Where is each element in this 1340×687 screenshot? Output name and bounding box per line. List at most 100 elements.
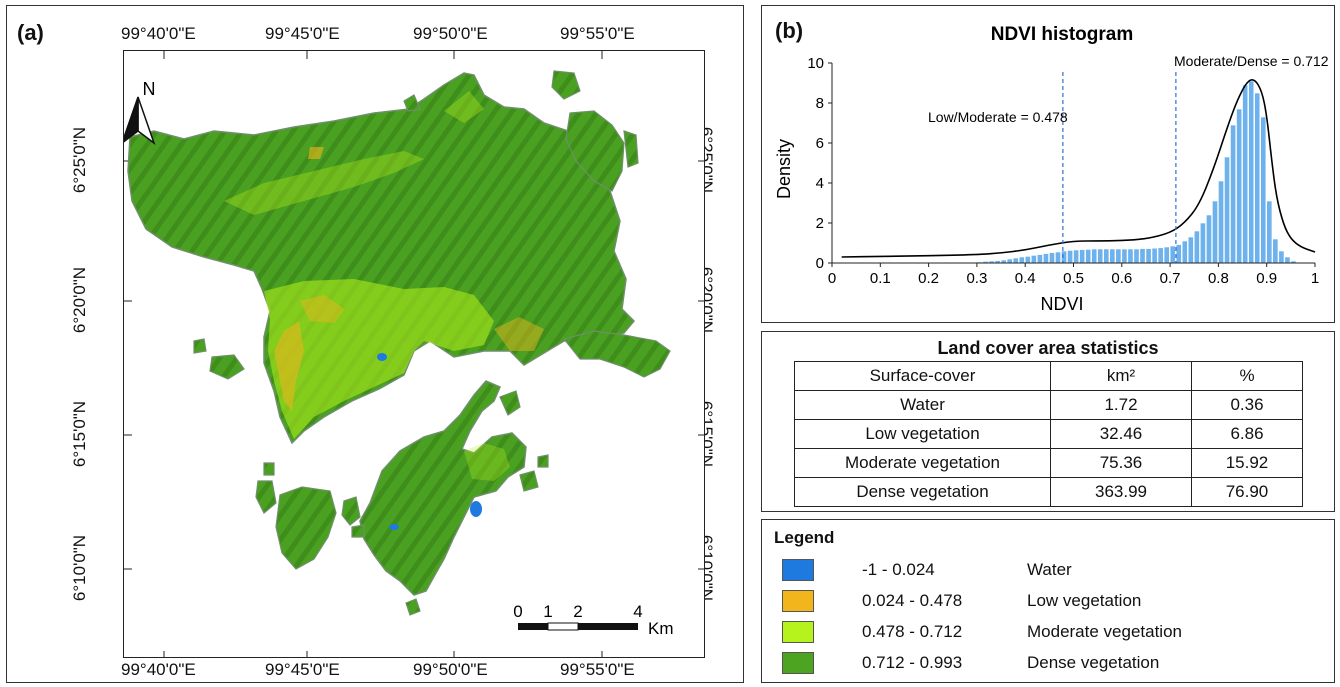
histogram-bar <box>1139 248 1146 264</box>
threshold-lines <box>1062 72 1177 263</box>
table-cell: 15.92 <box>1191 448 1303 478</box>
table-cell: Moderate vegetation <box>794 448 1051 478</box>
histogram-bar <box>1169 245 1176 264</box>
bottom-lon-label: 99°55'0"E <box>560 660 635 679</box>
main-island <box>127 72 636 445</box>
map-panel-label: (a) <box>17 20 44 45</box>
histogram-bar <box>1260 116 1267 264</box>
histogram-bar <box>1218 180 1224 264</box>
ndvi-histogram-chart: NDVI histogram 0 0.1 0.2 0.3 0.4 0.5 0.6 0.7 0.8… <box>774 24 1329 314</box>
top-lon-label: 99°55'0"E <box>560 24 635 43</box>
histogram-bar <box>1024 256 1031 264</box>
legend-item-water: -1 - 0.024 Water <box>782 557 1322 583</box>
x-tick-label: 0.7 <box>1160 270 1181 287</box>
histogram-bar <box>1127 248 1134 264</box>
histogram-bar <box>1254 92 1261 264</box>
histogram-bar <box>1206 214 1212 264</box>
histogram-bar <box>1061 250 1067 264</box>
histogram-bar <box>1115 248 1122 264</box>
scale-tick-label: 2 <box>573 602 582 621</box>
histogram-bar <box>1187 236 1194 264</box>
x-tick-label: 0.2 <box>918 270 939 287</box>
histogram-bar <box>1103 248 1110 264</box>
map-panel: (a) 99°40'0"E 99°45'0"E 99°50'0"E 99°55'… <box>6 5 744 683</box>
legend-swatch <box>782 559 814 581</box>
histogram-bar <box>1006 258 1013 264</box>
chart-title: NDVI histogram <box>991 24 1134 45</box>
histogram-panel-label: (b) <box>775 18 804 43</box>
stats-title: Land cover area statistics <box>937 338 1159 358</box>
column-header: % <box>1191 361 1303 391</box>
histogram-bar <box>1055 251 1061 264</box>
table-cell: 0.36 <box>1191 390 1303 420</box>
y-tick-label: 4 <box>816 175 824 192</box>
y-tick-labels: 0 2 4 6 8 10 <box>807 55 832 272</box>
histogram-bar <box>1073 249 1080 264</box>
north-label: N <box>143 79 156 99</box>
table-cell: 76.90 <box>1191 477 1303 507</box>
x-tick-label: 0 <box>828 270 836 287</box>
histogram-bar <box>1018 256 1025 264</box>
x-tick-label: 0.8 <box>1208 270 1229 287</box>
table-cell: 363.99 <box>1050 477 1192 507</box>
y-tick-label: 6 <box>816 135 824 152</box>
histogram-bar <box>1248 80 1255 264</box>
map-frame: N 0 1 2 4 Km <box>123 50 705 658</box>
threshold-high-label: Moderate/Dense = 0.712 <box>1174 53 1329 69</box>
legend-panel: Legend -1 - 0.024 Water 0.024 - 0.478 Lo… <box>761 519 1335 683</box>
legend-range: 0.712 - 0.993 <box>862 653 963 672</box>
left-lat-label: 6°25'0"N <box>70 126 90 194</box>
x-tick-label: 0.1 <box>870 270 891 287</box>
histogram-bar <box>1067 250 1073 264</box>
y-tick-label: 2 <box>816 215 824 232</box>
histogram-bar <box>1049 252 1055 264</box>
histogram-bar <box>1266 200 1273 264</box>
column-header: km² <box>1050 361 1192 391</box>
histogram-bar <box>1121 248 1128 264</box>
histogram-bar <box>1036 254 1043 264</box>
legend-range: 0.024 - 0.478 <box>862 591 963 610</box>
legend-class-name: Dense vegetation <box>1027 653 1160 672</box>
southwest-islets <box>255 390 549 616</box>
land-cover-table: Surface-cover km² % Water 1.72 0.36 Low … <box>794 361 1303 507</box>
x-tick-labels: 0 0.1 0.2 0.3 0.4 0.5 0.6 0.7 0.8 0.9 1 <box>828 263 1319 287</box>
threshold-low-label: Low/Moderate = 0.478 <box>928 109 1068 125</box>
column-header: Surface-cover <box>794 361 1051 391</box>
scale-tick-label: 4 <box>633 602 642 621</box>
table-row: Dense vegetation 363.99 76.90 <box>794 477 1303 507</box>
stats-panel: Land cover area statistics Surface-cover… <box>761 331 1335 512</box>
scale-unit-label: Km <box>648 619 674 638</box>
histogram-panel: (b) NDVI histogram 0 0.1 0.2 0.3 0.4 0.5 0.6 0.… <box>761 5 1335 323</box>
histogram-bar <box>1109 248 1116 264</box>
table-cell: 75.36 <box>1050 448 1192 478</box>
bottom-lon-label: 99°50'0"E <box>413 660 488 679</box>
table-row: Water 1.72 0.36 <box>794 390 1303 420</box>
table-row: Low vegetation 32.46 6.86 <box>794 419 1303 449</box>
table-cell: 6.86 <box>1191 419 1303 449</box>
table-cell: 1.72 <box>1050 390 1192 420</box>
north-arrow <box>124 96 156 146</box>
histogram-bar <box>1091 248 1098 264</box>
table-row: Moderate vegetation 75.36 15.92 <box>794 448 1303 478</box>
histogram-bar <box>1097 248 1104 264</box>
histogram-bar <box>1212 200 1218 264</box>
histogram-bar <box>1278 250 1285 264</box>
legend-title: Legend <box>774 528 835 547</box>
legend-item-low-vegetation: 0.024 - 0.478 Low vegetation <box>782 588 1322 614</box>
scale-bar <box>518 622 638 631</box>
histogram-bar <box>1079 249 1086 264</box>
scale-tick-label: 0 <box>513 602 522 621</box>
x-tick-label: 0.3 <box>966 270 987 287</box>
legend-class-name: Moderate vegetation <box>1027 622 1182 641</box>
histogram-bar <box>1145 248 1152 264</box>
top-lon-label: 99°50'0"E <box>413 24 488 43</box>
legend-range: 0.478 - 0.712 <box>862 622 963 641</box>
histogram-bar <box>1085 249 1092 264</box>
y-tick-label: 8 <box>816 95 824 112</box>
left-lat-label: 6°20'0"N <box>70 266 90 334</box>
y-tick-label: 10 <box>807 55 824 72</box>
legend-class-name: Low vegetation <box>1027 591 1142 610</box>
histogram-bar <box>1133 248 1140 264</box>
histogram-bar <box>1193 230 1200 264</box>
table-cell: 32.46 <box>1050 419 1192 449</box>
